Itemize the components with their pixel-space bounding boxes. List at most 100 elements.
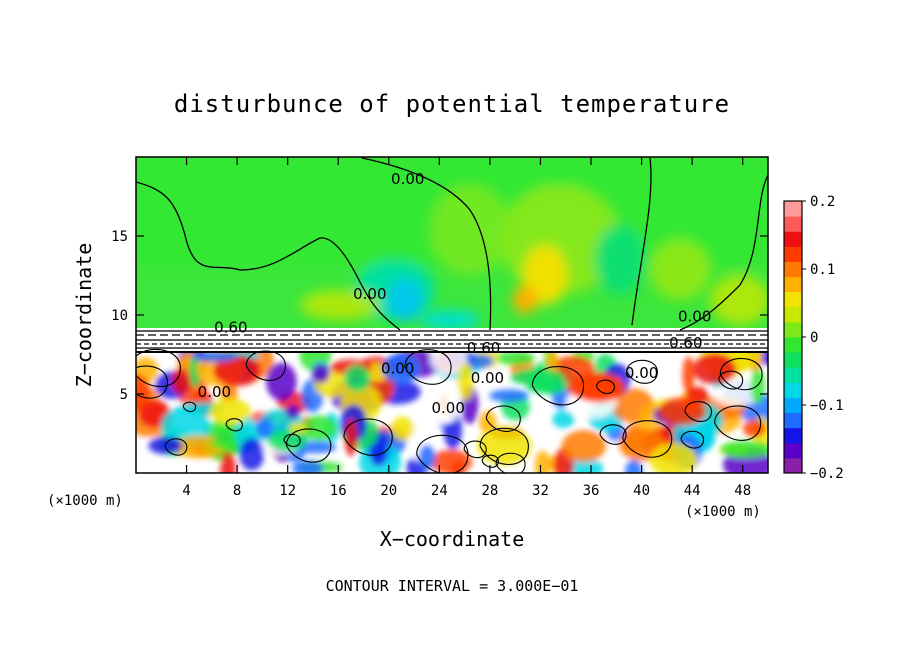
field-blob (344, 417, 358, 457)
field-blob (552, 410, 575, 429)
contour-line (626, 359, 658, 384)
x-tick-label: 48 (734, 483, 751, 499)
contour-line (599, 424, 627, 445)
colorbar-swatch (784, 442, 802, 459)
colorbar-tick-label: −0.1 (810, 398, 844, 414)
field-blob (191, 351, 239, 363)
y-tick-label: 10 (111, 308, 128, 324)
field-blob (220, 451, 236, 473)
colorbar-swatch (784, 397, 802, 414)
colorbar-ticks: 0.2 0.1 0 −0.1 −0.2 (802, 194, 844, 482)
colorbar-swatch (784, 201, 802, 217)
field-blob (658, 397, 707, 426)
colorbar-swatch (784, 291, 802, 308)
contour-line (245, 350, 286, 381)
colorbar-swatch (784, 367, 802, 383)
y-axis-ticks: 5 10 15 (111, 229, 768, 403)
contour-label: 0.00 (198, 383, 231, 401)
field-blob (489, 389, 529, 403)
x-axis-unit-left: (×1000 m) (47, 493, 123, 509)
x-tick-label: 12 (279, 483, 296, 499)
contour-label: 0.60 (467, 339, 500, 357)
colorbar-tick-label: −0.2 (810, 466, 844, 482)
field-blob (171, 368, 191, 395)
colorbar-swatch (784, 352, 802, 368)
contour-line (531, 366, 585, 406)
contour-line (416, 434, 469, 473)
contour-line (404, 349, 452, 385)
contour-label: 0.00 (678, 307, 711, 325)
colorbar-swatch (784, 412, 802, 429)
contour-label: 0.00 (625, 364, 658, 382)
contour-line (714, 405, 762, 441)
contour-line (495, 452, 526, 473)
contour-label: 0.00 (391, 170, 424, 188)
field-blob (289, 422, 308, 434)
chart-title: disturbunce of potential temperature (174, 90, 730, 118)
y-tick-label: 15 (111, 229, 128, 245)
field-blob (510, 368, 565, 386)
contour-line (164, 438, 188, 456)
x-axis-ticks: 4 8 12 16 20 24 28 32 36 40 44 48 (182, 157, 751, 499)
field-blob (256, 418, 274, 439)
contour-label: 0.00 (471, 369, 504, 387)
field-blob (428, 383, 462, 424)
field-blob (534, 450, 551, 473)
contour-line (225, 418, 243, 432)
y-tick-label: 5 (120, 387, 128, 403)
y-axis-label: Z−coordinate (72, 243, 96, 388)
contour-label: 0.00 (432, 399, 465, 417)
contour-line (680, 430, 705, 449)
contour-label: 0.00 (381, 359, 414, 377)
contour-line (182, 401, 197, 413)
x-tick-label: 20 (380, 483, 397, 499)
contour-line (595, 379, 615, 395)
x-tick-label: 40 (633, 483, 650, 499)
contour-line (136, 348, 181, 388)
colorbar (783, 200, 803, 474)
field-blob (292, 460, 324, 473)
colorbar-swatch (784, 216, 802, 232)
colorbar-swatch (784, 231, 802, 247)
colorbar-tick-label: 0.2 (810, 194, 835, 210)
field-blob (382, 353, 420, 384)
colorbar-swatch (784, 427, 802, 444)
contour-line (285, 428, 332, 463)
field-blob (210, 438, 238, 450)
field-blob (430, 449, 473, 473)
field-blob (136, 374, 151, 411)
contour-line (719, 357, 763, 391)
contour-line (283, 433, 301, 448)
x-tick-label: 28 (481, 483, 498, 499)
x-tick-label: 24 (431, 483, 448, 499)
colorbar-swatch (784, 261, 802, 278)
colorbar-swatch (784, 382, 802, 398)
contour-line (479, 427, 529, 466)
field-blob (265, 362, 297, 401)
colorbar-swatch (784, 321, 802, 338)
field-blob (720, 440, 768, 458)
colorbar-swatch (784, 337, 802, 353)
colorbar-swatch (784, 246, 802, 262)
contour-line (136, 365, 169, 399)
field-blob (239, 437, 265, 471)
colorbar-swatch (784, 457, 802, 474)
colorbar-swatch (784, 306, 802, 323)
contour-line (622, 420, 673, 458)
colorbar-tick-label: 0 (810, 330, 818, 346)
field-blob (750, 368, 765, 404)
x-axis-unit-right: (×1000 m) (685, 504, 761, 520)
x-tick-label: 8 (233, 483, 241, 499)
contour-line (481, 454, 499, 468)
field-blob (391, 416, 415, 441)
field-blob (625, 459, 643, 473)
contour-line (718, 370, 744, 390)
contour-field (136, 157, 768, 473)
field-blob (496, 351, 536, 366)
colorbar-swatch (784, 276, 802, 293)
field-blob (285, 404, 301, 419)
contour-line (463, 440, 487, 459)
field-blob (649, 442, 698, 473)
field-blob (742, 419, 766, 438)
